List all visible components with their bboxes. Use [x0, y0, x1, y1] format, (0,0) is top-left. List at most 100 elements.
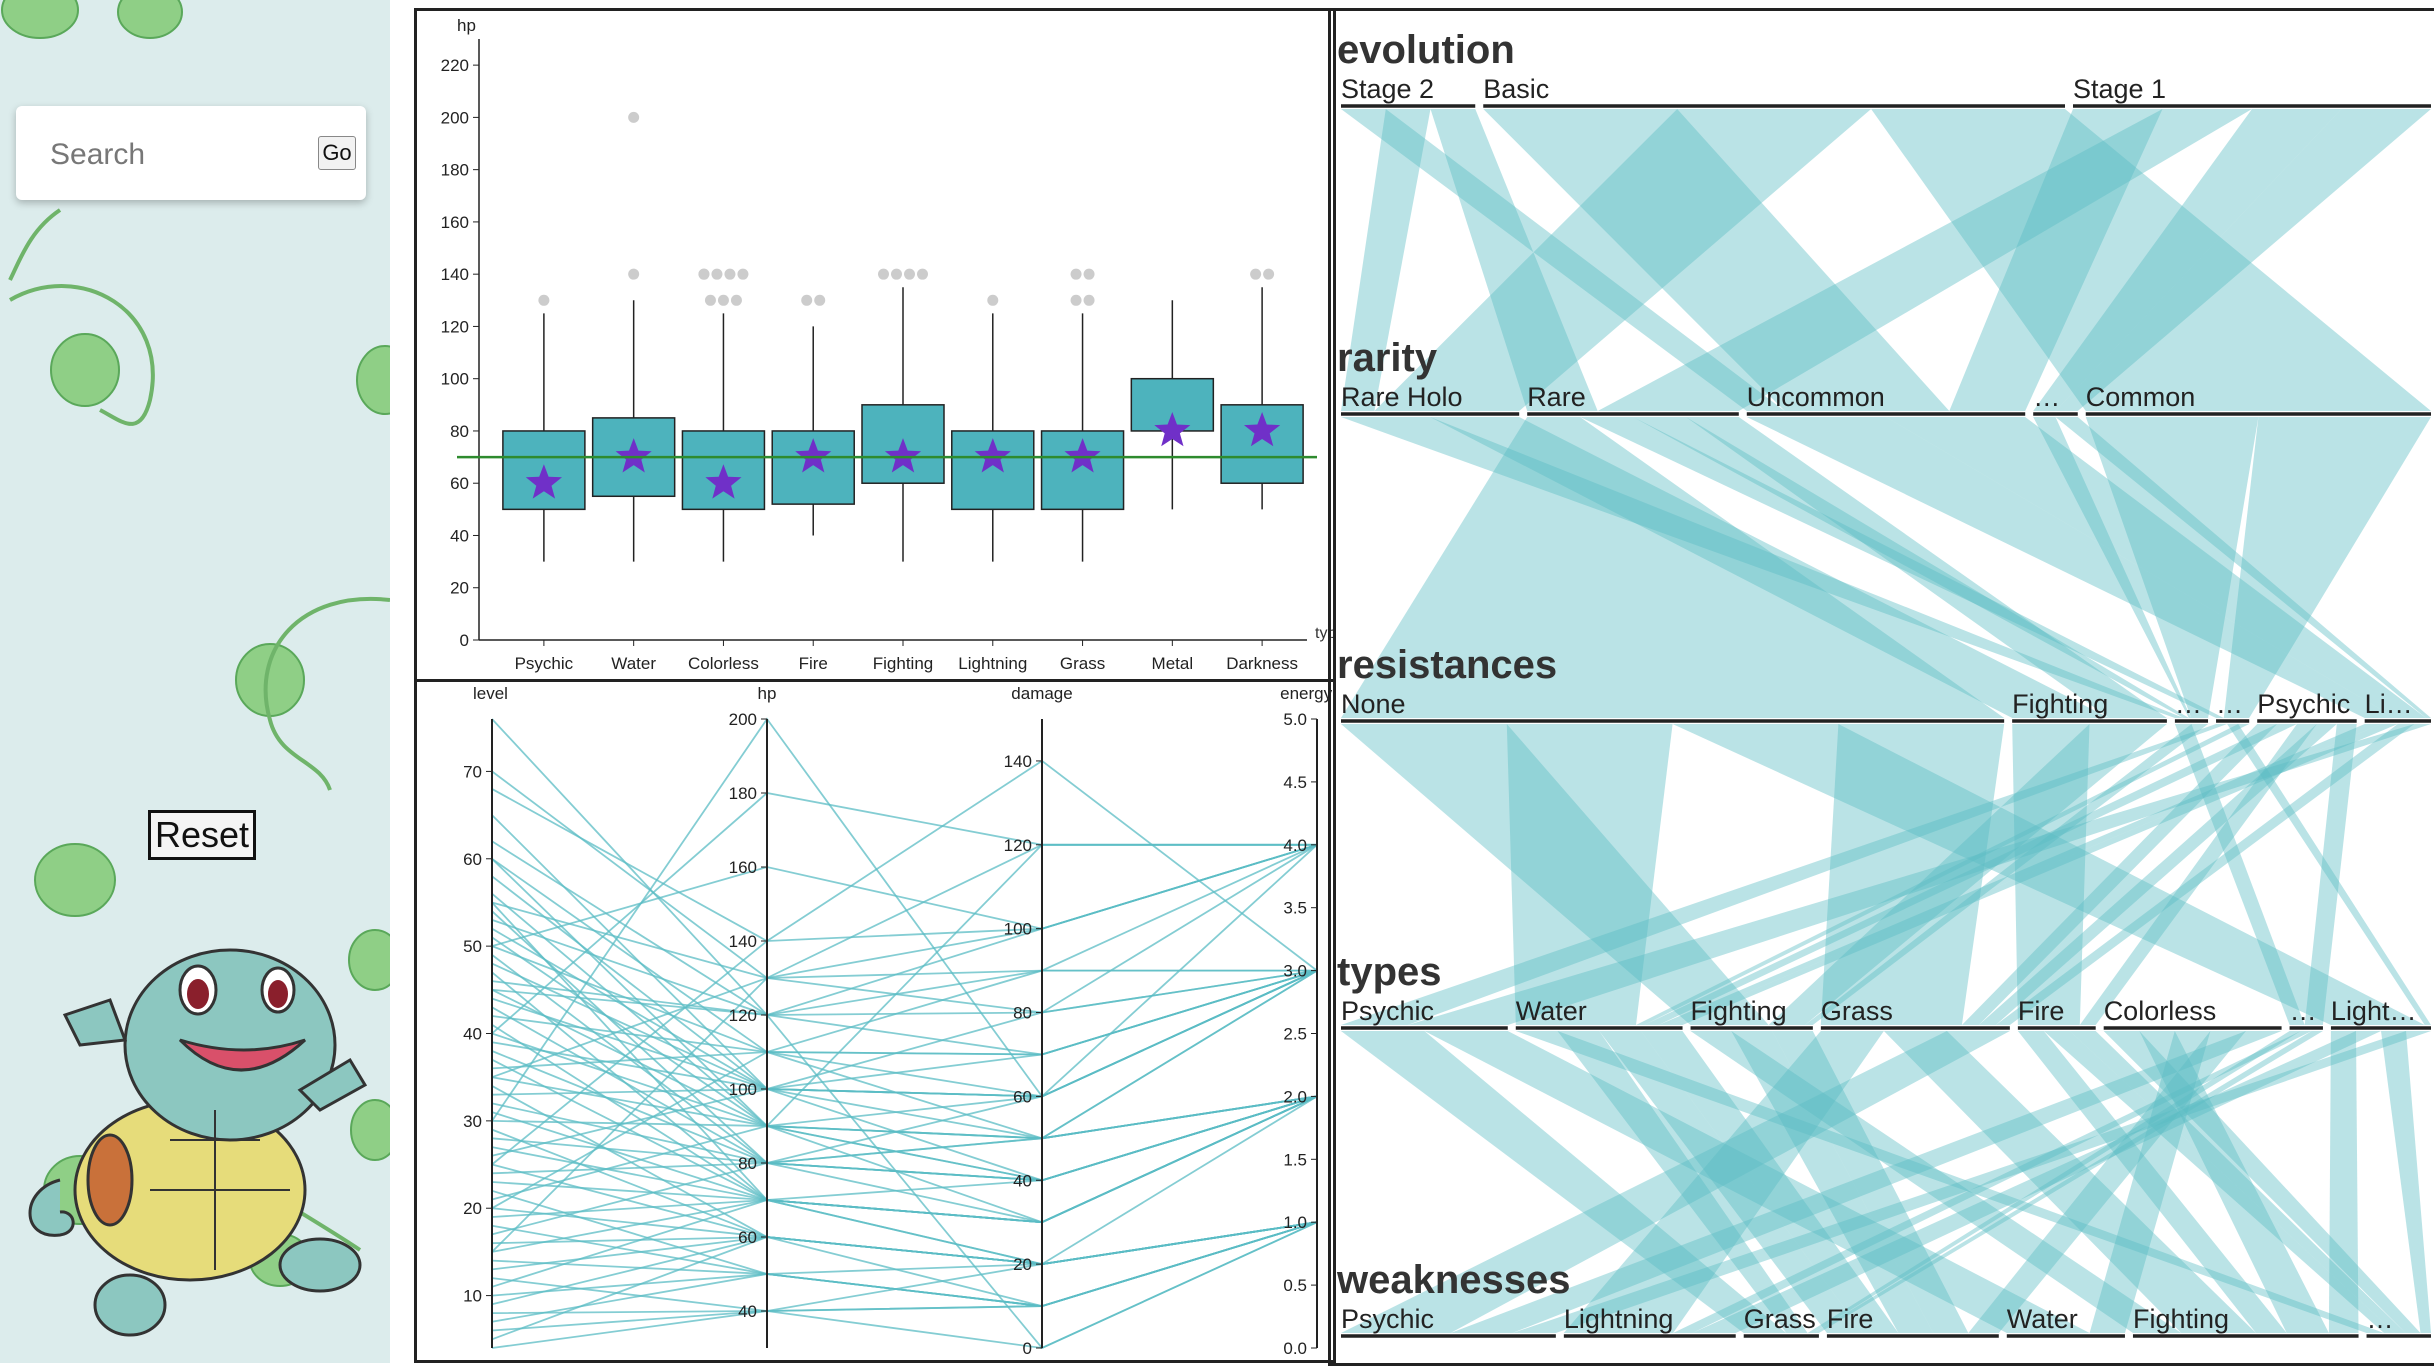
data-line: [491, 1095, 1318, 1236]
data-line: [491, 971, 1318, 1224]
y-axis-label: hp: [457, 16, 476, 35]
axis-tick-label: 4.0: [1283, 836, 1307, 855]
ribbon: [2304, 724, 2357, 1025]
go-button[interactable]: Go: [318, 136, 356, 170]
data-line: [491, 759, 1318, 1166]
outlier-point: [987, 294, 999, 306]
data-line: [491, 843, 1318, 947]
ribbon: [2089, 1031, 2211, 1333]
ribbon: [1515, 1031, 2384, 1333]
outlier-point: [917, 268, 928, 280]
hp-boxplot-chart: hptypes020406080100120140160180200220Psy…: [441, 16, 1354, 673]
ribbon: [1883, 1031, 2256, 1333]
ribbon: [2033, 417, 2192, 718]
data-line: [491, 770, 1317, 980]
leaf-decoration: [1, 0, 79, 39]
data-line: [491, 969, 1317, 1253]
ribbon: [1805, 724, 2209, 1025]
outlier-point: [724, 268, 736, 280]
data-line: [491, 962, 1318, 1090]
ribbon: [2174, 724, 2305, 1025]
axis-tick-label: 5.0: [1283, 710, 1307, 729]
y-tick-label: 220: [441, 56, 469, 75]
axis-tick-label: 80: [1013, 1004, 1032, 1023]
data-line: [491, 1221, 1318, 1349]
x-tick-label: Darkness: [1226, 654, 1298, 673]
ribbon: [2055, 417, 2431, 718]
category-label: Fire: [1827, 1304, 1874, 1334]
outlier-point: [1070, 268, 1082, 280]
axis-tick-label: 2.0: [1283, 1087, 1307, 1106]
ribbon: [2012, 724, 2090, 1025]
axis-title-damage: damage: [1011, 684, 1072, 703]
y-tick-label: 160: [441, 213, 469, 232]
ribbon: [1341, 417, 2184, 718]
ribbon: [1731, 1031, 1934, 1333]
ribbon: [1672, 724, 2425, 1025]
ribbon: [2055, 109, 2431, 411]
axis-tick-label: 20: [463, 1199, 482, 1218]
vine-decoration: [263, 596, 390, 791]
ribbon: [1978, 724, 2337, 1025]
median-star-fire: [795, 438, 832, 473]
data-line: [491, 1095, 1318, 1175]
y-tick-label: 20: [450, 579, 469, 598]
y-tick-label: 200: [441, 108, 469, 127]
data-line: [491, 969, 1318, 1056]
leaf-decoration: [235, 643, 305, 717]
ribbon: [1636, 724, 2250, 1025]
ribbon: [1886, 417, 2427, 718]
data-line: [491, 844, 1318, 1079]
category-label: Rare: [1527, 382, 1586, 412]
axis-tick-label: 3.5: [1283, 899, 1307, 918]
outlier-point: [1083, 268, 1095, 280]
background-pattern: [1, 0, 390, 1337]
axis-title-hp: hp: [758, 684, 777, 703]
leaf-decoration: [34, 843, 116, 917]
ribbon: [1341, 417, 2005, 718]
data-line: [491, 843, 1318, 1016]
parallel-sets-panel: evolution Stage 2 Basic Stage 1 rarity Rare H…: [1328, 8, 2434, 1366]
category-label: …: [2033, 382, 2060, 412]
x-tick-label: Colorless: [688, 654, 759, 673]
leaf-decoration: [117, 0, 183, 39]
data-line: [491, 1221, 1318, 1349]
ribbon: [1341, 109, 1785, 411]
category-label: Common: [2086, 382, 2196, 412]
reset-button[interactable]: Reset: [148, 810, 256, 860]
axis-tick-label: 0.0: [1283, 1339, 1307, 1358]
sidebar: Go Reset: [0, 0, 390, 1363]
vine-decoration: [8, 208, 62, 281]
median-star-fighting: [884, 438, 922, 473]
category-label: Fire: [2018, 996, 2065, 1026]
ribbon: [1341, 724, 1769, 1025]
leaf-decoration: [348, 929, 390, 991]
ribbon: [1563, 1031, 1884, 1333]
category-label: Water: [2007, 1304, 2078, 1334]
search-box: Go: [16, 106, 366, 200]
search-input[interactable]: [48, 134, 292, 176]
outlier-point: [704, 294, 716, 306]
axis-tick-label: 120: [1004, 836, 1032, 855]
ribbon: [2223, 417, 2431, 718]
axis-tick-label: 140: [1004, 752, 1032, 771]
axis-title-energyCo: energyCo: [1280, 684, 1333, 703]
data-line: [491, 1095, 1318, 1288]
ribbon: [2033, 109, 2342, 411]
outlier-point: [1070, 294, 1082, 306]
ribbon: [1407, 724, 2431, 1025]
data-line: [491, 843, 1317, 1128]
axis-tick-label: 40: [463, 1025, 482, 1044]
ribbon: [1341, 1031, 1787, 1333]
data-line: [491, 969, 1318, 1209]
category-label: Grass: [1744, 1304, 1816, 1334]
ribbon: [1768, 724, 2167, 1025]
outlier-point: [1263, 268, 1275, 280]
category-label: Psychic: [1341, 996, 1434, 1026]
ribbon: [1506, 724, 1673, 1025]
axis-tick-label: 40: [738, 1302, 757, 1321]
y-tick-label: 0: [460, 631, 469, 650]
ribbon: [1807, 1031, 2301, 1333]
x-tick-label: Fire: [799, 654, 828, 673]
y-tick-label: 100: [441, 370, 469, 389]
